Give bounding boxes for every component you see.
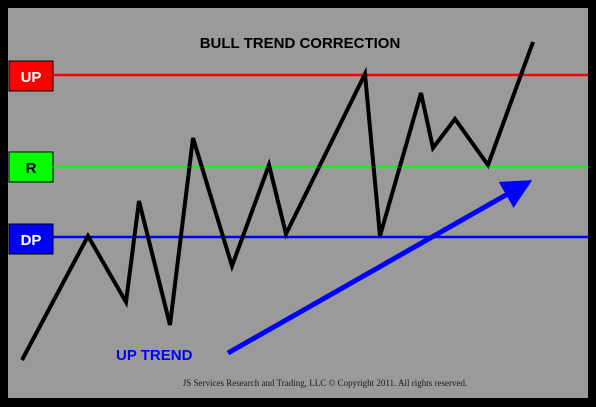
copyright-notice: JS Services Research and Trading, LLC © … xyxy=(183,378,467,388)
chart-panel xyxy=(8,8,588,398)
r-level-label-box xyxy=(8,151,54,183)
r-level-label: R xyxy=(26,160,37,177)
up-trend-label: UP TREND xyxy=(116,347,193,364)
dp-level-label: DP xyxy=(21,232,42,249)
dp-level-label-box xyxy=(8,223,54,255)
up-level-label-box xyxy=(8,60,54,92)
up-trend-arrow xyxy=(226,180,533,356)
up-level-label: UP xyxy=(21,69,42,86)
price-zigzag-line xyxy=(20,41,535,361)
diagram-title: BULL TREND CORRECTION xyxy=(200,35,401,52)
